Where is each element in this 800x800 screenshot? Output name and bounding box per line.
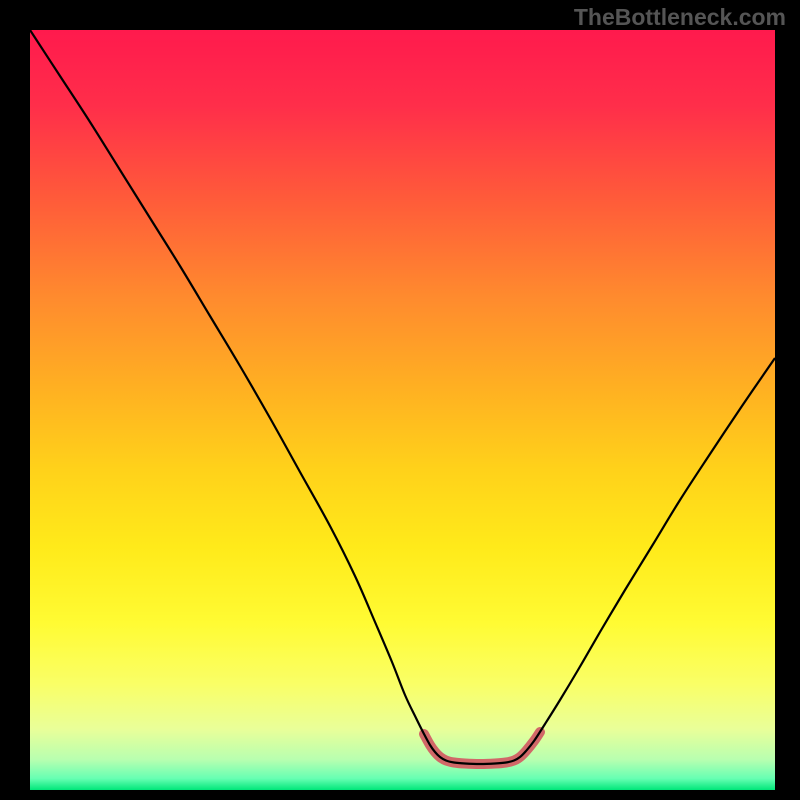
chart-container: TheBottleneck.com [0, 0, 800, 800]
curve-layer [0, 0, 800, 800]
watermark-text: TheBottleneck.com [574, 4, 786, 31]
bottleneck-curve [30, 30, 775, 764]
